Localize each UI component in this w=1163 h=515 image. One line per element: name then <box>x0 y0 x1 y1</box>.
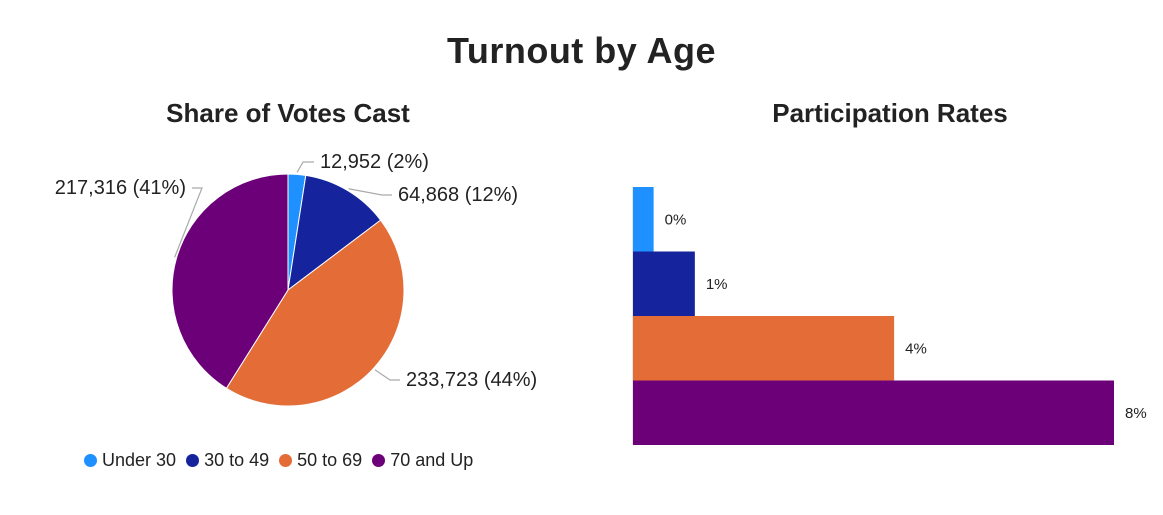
legend-label: 50 to 69 <box>297 450 363 470</box>
pie-data-label-70-and-up: 217,316 (41%) <box>55 177 186 199</box>
legend-swatch-icon <box>372 454 386 467</box>
pie-legend: Under 30 30 to 49 50 to 69 70 and Up <box>84 450 483 471</box>
pie-leader-line-under-30 <box>296 161 314 173</box>
bar-50-to-69[interactable] <box>633 316 895 381</box>
main-title: Turnout by Age <box>447 30 716 71</box>
legend-swatch-icon <box>84 454 97 467</box>
legend-label: 70 and Up <box>390 450 474 470</box>
legend-swatch-icon <box>186 454 200 467</box>
legend-item-under-30[interactable]: Under 30 <box>84 450 176 471</box>
bar-data-label-70-and-up: 8% <box>1125 405 1147 422</box>
pie-chart: 12,952 (2%) 64,868 (12%) 233,723 (44%) 217,… <box>55 151 537 407</box>
legend-label: Under 30 <box>102 450 177 470</box>
pie-slice-70-and-up[interactable] <box>171 173 289 389</box>
bar-chart: 0% 1% 4% 8% <box>632 187 1147 446</box>
legend-item-50-to-69[interactable]: 50 to 69 <box>279 450 362 471</box>
pie-leader-line-70-and-up <box>174 187 203 258</box>
pie-data-label-under-30: 12,952 (2%) <box>320 151 429 173</box>
bar-data-label-under-30: 0% <box>665 211 687 228</box>
legend-label: 30 to 49 <box>204 450 270 470</box>
legend-swatch-icon <box>279 454 293 467</box>
bar-30-to-49[interactable] <box>633 251 695 317</box>
bar-70-and-up[interactable] <box>633 380 1114 446</box>
pie-slice-50-to-69[interactable] <box>225 219 405 407</box>
bar-under-30[interactable] <box>633 187 654 252</box>
legend-item-70-and-up[interactable]: 70 and Up <box>372 450 473 471</box>
legend-item-30-to-49[interactable]: 30 to 49 <box>186 450 269 471</box>
pie-slice-30-to-49[interactable] <box>287 174 382 292</box>
pie-data-label-30-to-49: 64,868 (12%) <box>398 184 518 206</box>
bar-data-label-30-to-49: 1% <box>706 276 728 293</box>
pie-leader-line-50-to-69 <box>374 369 400 381</box>
pie-chart-title: Share of Votes Cast <box>166 98 410 128</box>
pie-data-label-50-to-69: 233,723 (44%) <box>406 369 537 391</box>
bar-chart-title: Participation Rates <box>772 98 1008 128</box>
bar-data-label-50-to-69: 4% <box>905 340 927 357</box>
pie-leader-line-30-to-49 <box>348 188 392 196</box>
